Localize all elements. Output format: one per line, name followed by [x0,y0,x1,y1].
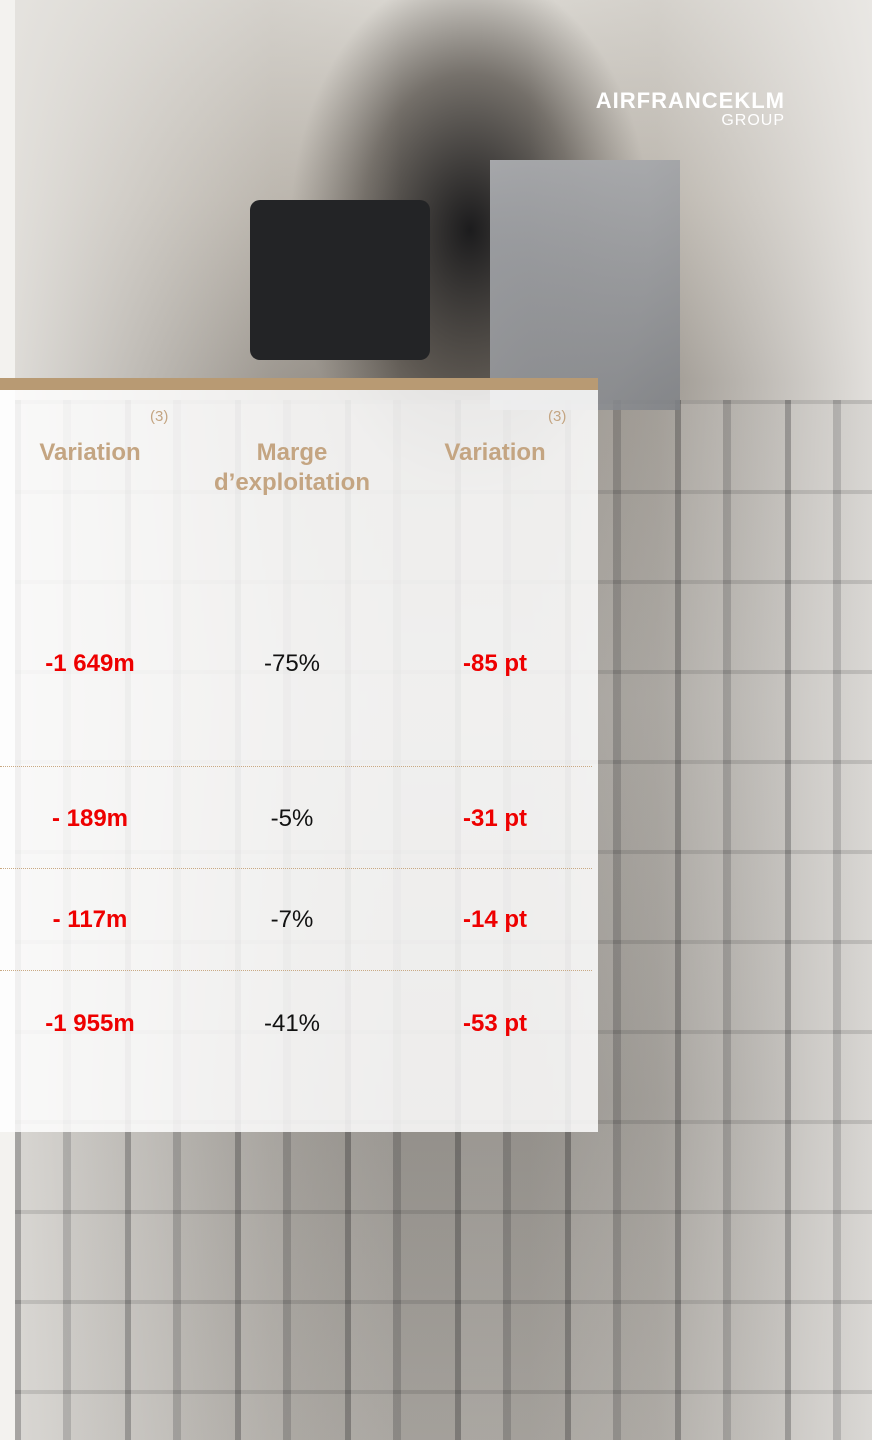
row-separator [0,868,592,869]
logo-text: AIRFRANCEKLM [490,88,785,114]
column-header: Marge d’exploitation [192,438,392,498]
logo: AIRFRANCEKLM GROUP [490,88,785,130]
column-header: Variation [405,438,585,468]
table-cell: -14 pt [405,906,585,934]
table-cell: -7% [202,906,382,934]
slide: AIRFRANCEKLM GROUP (3) (3) Variation Mar… [0,0,872,1440]
logo-subtext: GROUP [490,112,785,130]
row-separator [0,766,592,767]
table-panel: (3) (3) Variation Marge d’exploitation V… [0,378,598,1132]
table-cell: -53 pt [405,1010,585,1038]
footnote-ref: (3) [548,408,566,425]
cargo-image [490,160,680,410]
table-cell: - 189m [0,805,180,833]
row-separator [0,970,592,971]
table-cell: -85 pt [405,650,585,678]
cargo-image [250,200,430,360]
table-cell: -31 pt [405,805,585,833]
accent-bar [0,378,598,390]
table-cell: -1 955m [0,1010,180,1038]
table-cell: -41% [202,1010,382,1038]
table-cell: -75% [202,650,382,678]
table-cell: -5% [202,805,382,833]
column-header: Variation [0,438,180,468]
table-cell: -1 649m [0,650,180,678]
footnote-ref: (3) [150,408,168,425]
table-cell: - 117m [0,906,180,934]
